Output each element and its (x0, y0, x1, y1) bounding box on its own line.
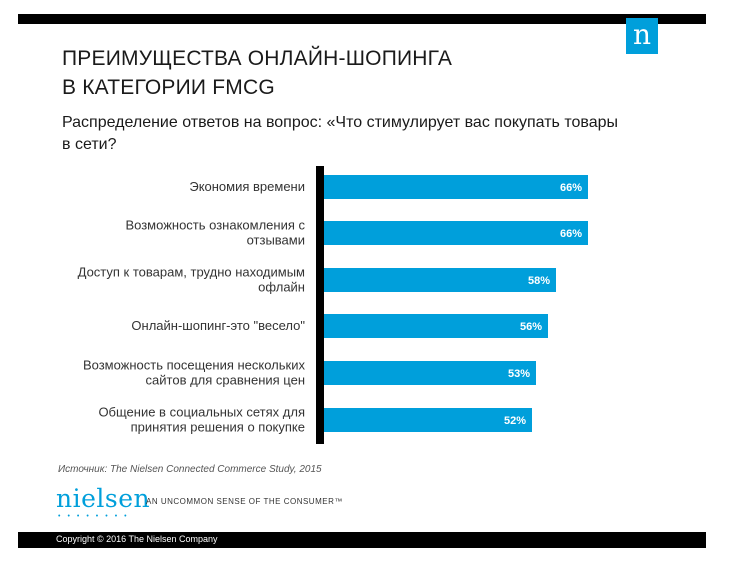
brand-tagline: AN UNCOMMON SENSE OF THE CONSUMER™ (146, 497, 343, 506)
category-label: Возможность посещения нескольких (83, 358, 306, 373)
bar (324, 408, 532, 432)
category-label: Общение в социальных сетях для (98, 405, 305, 420)
value-label: 58% (528, 275, 550, 287)
footer-bar: Copyright © 2016 The Nielsen Company (18, 532, 706, 548)
copyright-text: Copyright © 2016 The Nielsen Company (56, 534, 218, 544)
category-label: Экономия времени (189, 179, 305, 194)
top-bar (18, 14, 706, 24)
bar (324, 268, 556, 292)
value-label: 56% (520, 321, 542, 333)
category-label: Возможность ознакомления с (125, 218, 305, 233)
title-line-2: В КАТЕГОРИИ FMCG (62, 76, 275, 99)
category-label: принятия решения о покупке (131, 420, 305, 435)
category-label: Онлайн-шопинг-это "весело" (131, 318, 305, 333)
title-line-1: ПРЕИМУЩЕСТВА ОНЛАЙН-ШОПИНГА (62, 47, 453, 70)
page-title: ПРЕИМУЩЕСТВА ОНЛАЙН-ШОПИНГА В КАТЕГОРИИ … (62, 44, 452, 102)
subtitle: Распределение ответов на вопрос: «Что ст… (62, 114, 618, 153)
category-label: офлайн (258, 280, 305, 295)
value-label: 52% (504, 415, 526, 427)
value-label: 53% (508, 368, 530, 380)
nielsen-logo-icon: n (626, 18, 658, 54)
category-label: Доступ к товарам, трудно находимым (78, 265, 305, 280)
bar (324, 175, 588, 199)
category-label: отзывами (247, 233, 305, 248)
brand-wordmark: nielsen (56, 484, 151, 513)
brand-dots: •••••••• (58, 513, 134, 520)
category-axis (316, 166, 324, 444)
value-label: 66% (560, 182, 582, 194)
category-label: сайтов для сравнения цен (146, 373, 305, 388)
source-note: Источник: The Nielsen Connected Commerce… (58, 464, 322, 475)
bar (324, 361, 536, 385)
bar (324, 314, 548, 338)
value-label: 66% (560, 228, 582, 240)
bar (324, 221, 588, 245)
